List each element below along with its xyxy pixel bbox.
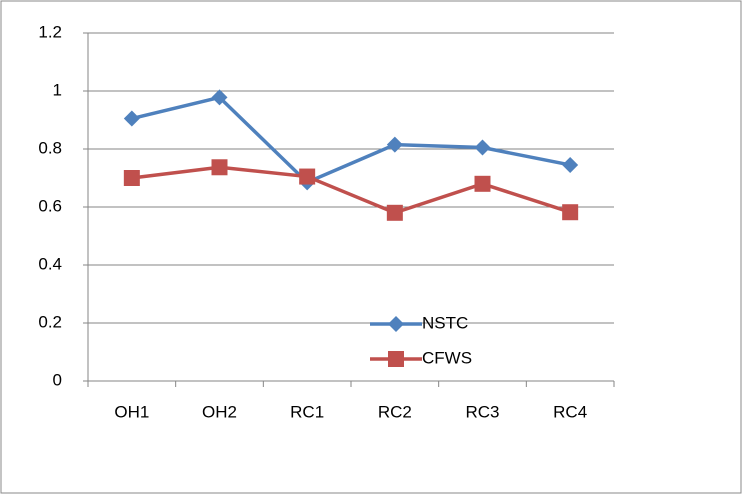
data-point [386,204,403,221]
y-tick-label: 0.6 [38,196,62,215]
data-point [123,170,140,186]
legend-marker [388,351,404,367]
data-point [299,168,316,185]
y-tick-label: 1 [53,80,62,99]
data-point [386,136,403,153]
x-tick-label: RC3 [465,402,499,421]
data-point [562,156,579,173]
x-tick-label: RC4 [553,402,587,421]
x-tick-label: OH1 [114,402,149,421]
y-tick-label: 0.2 [38,312,62,331]
data-point [562,204,579,221]
y-tick-label: 0 [53,370,62,389]
series-line [131,95,571,185]
x-tick-label: OH2 [202,402,237,421]
data-point [474,139,491,156]
x-tick-label: RC1 [290,402,324,421]
series-line [131,165,571,215]
legend-marker [388,316,404,332]
data-point [474,175,491,192]
y-tick-label: 0.4 [38,254,62,273]
legend-label: CFWS [422,348,472,367]
data-point [211,159,228,176]
data-point [123,110,140,127]
data-point [211,89,228,106]
y-tick-label: 1.2 [38,22,62,41]
y-tick-label: 0.8 [38,138,62,157]
x-tick-label: RC2 [378,402,412,421]
legend-label: NSTC [422,313,468,332]
